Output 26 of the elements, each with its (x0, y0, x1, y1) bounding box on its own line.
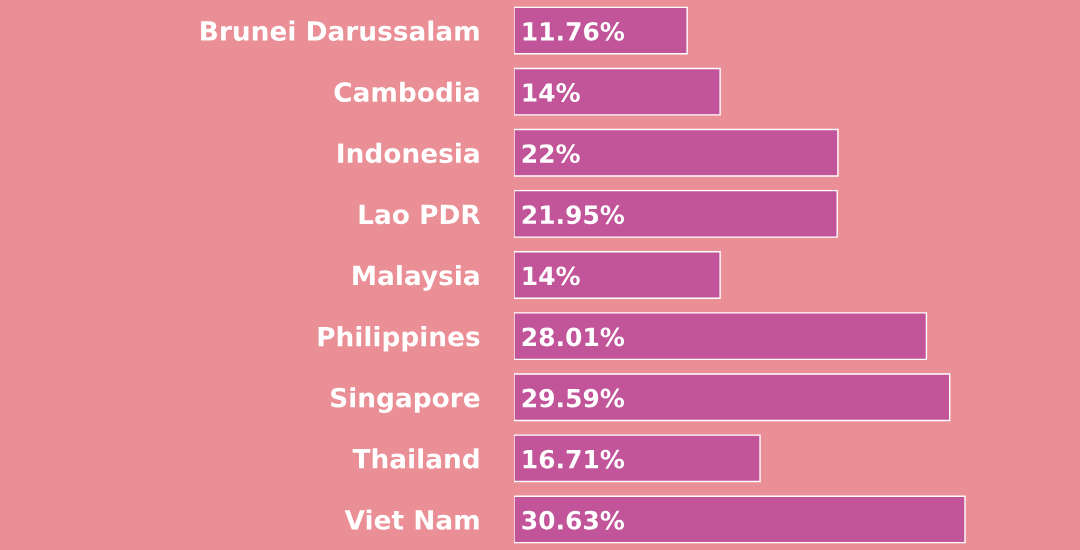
y-tick-label: Indonesia (338, 142, 479, 164)
bar (514, 128, 839, 177)
bar (514, 434, 761, 483)
data-label: 30.63% (522, 510, 625, 530)
data-label: 16.71% (523, 449, 625, 469)
y-tick-label: Thailand (352, 448, 479, 469)
data-label: 29.59% (522, 388, 625, 408)
y-tick-label: Brunei Darussalam (201, 20, 479, 41)
data-label: 21.95% (522, 205, 625, 225)
bar (514, 312, 928, 361)
y-tick-label: Philippines (318, 326, 480, 352)
y-tick-label: Malaysia (353, 264, 479, 291)
y-tick-label: Lao PDR (359, 204, 481, 225)
bar (514, 373, 951, 422)
data-label: 28.01% (522, 327, 625, 347)
y-tick-label: Singapore (331, 387, 480, 413)
data-label: 14% (523, 83, 580, 102)
bar (514, 495, 966, 544)
data-label: 11.76% (523, 21, 625, 41)
bar (514, 189, 838, 238)
y-tick-label: Viet Nam (344, 509, 479, 530)
y-tick-label: Cambodia (334, 81, 479, 103)
data-label: 22% (522, 144, 580, 164)
data-label: 14% (523, 266, 580, 286)
bar (514, 251, 721, 299)
bar (514, 67, 721, 116)
